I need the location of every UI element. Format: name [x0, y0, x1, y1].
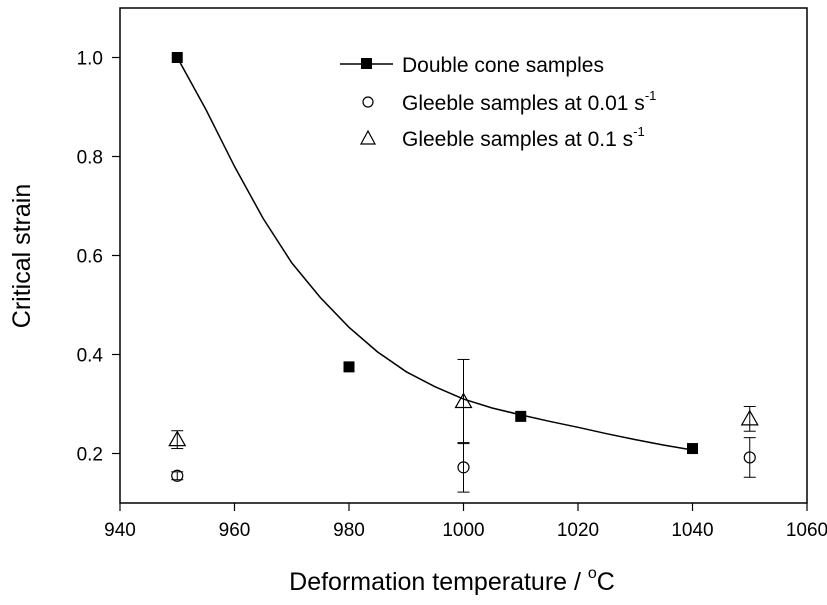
- y-tick-label: 1.0: [77, 49, 103, 70]
- legend-label-gleeble-01: Gleeble samples at 0.1 s-1: [402, 124, 645, 151]
- gleeble-001-point: [171, 469, 184, 482]
- x-tick-label: 1000: [442, 520, 484, 541]
- legend-marker-double-cone: [361, 58, 372, 69]
- gleeble-01-point: [454, 392, 473, 409]
- x-tick-label: 940: [104, 520, 136, 541]
- y-tick-label: 0.8: [77, 148, 103, 169]
- double-cone-point: [343, 361, 355, 373]
- legend: Double cone samples Gleeble samples at 0…: [340, 54, 656, 151]
- gleeble-001-point: [743, 451, 756, 464]
- plot-layer: 940 960 980 1000 1020 1040 1060 0.2 0.4 0.6 0.8 1.0: [77, 7, 827, 541]
- legend-label-gleeble-01-sup: -1: [633, 124, 645, 139]
- double-cone-point: [687, 443, 698, 455]
- double-cone-fit-line: [176, 57, 693, 451]
- x-axis-title-degree: o: [588, 565, 597, 582]
- x-tick-label: 1040: [671, 520, 713, 541]
- x-tick-label: 1060: [786, 520, 827, 541]
- legend-label-gleeble-001-main: Gleeble samples at 0.01 s: [402, 92, 645, 115]
- x-tick-label: 980: [333, 520, 365, 541]
- y-tick-label: 0.2: [77, 445, 103, 466]
- x-axis-title: Deformation temperature / oC: [289, 565, 615, 596]
- double-cone-point: [171, 52, 183, 63]
- y-tick-label: 0.6: [77, 247, 103, 268]
- legend-marker-gleeble-01: [359, 129, 377, 145]
- y-tick-label: 0.4: [77, 346, 104, 367]
- double-cone-point: [515, 410, 527, 422]
- x-axis-title-main: Deformation temperature /: [289, 568, 588, 596]
- gleeble-01-point: [740, 409, 759, 426]
- legend-label-double-cone: Double cone samples: [402, 54, 604, 77]
- x-tick-label: 1020: [557, 520, 599, 541]
- legend-label-gleeble-01-main: Gleeble samples at 0.1 s: [402, 128, 633, 151]
- x-axis-title-unit: C: [597, 568, 615, 596]
- gleeble-001-point: [457, 461, 470, 474]
- x-tick-label: 960: [219, 520, 251, 541]
- gleeble-01-point: [168, 430, 187, 447]
- y-axis-title: Critical strain: [8, 184, 36, 328]
- legend-marker-gleeble-001: [362, 96, 374, 108]
- legend-label-gleeble-001: Gleeble samples at 0.01 s-1: [402, 88, 656, 115]
- legend-label-gleeble-001-sup: -1: [645, 88, 657, 103]
